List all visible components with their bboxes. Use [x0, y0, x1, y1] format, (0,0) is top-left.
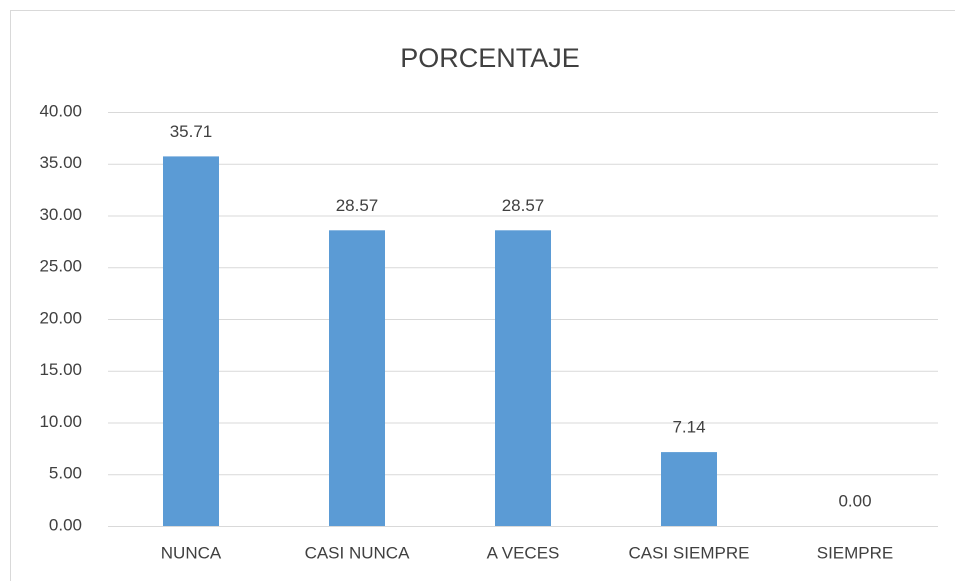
x-tick-label: A VECES — [487, 543, 560, 562]
y-tick-label: 30.00 — [39, 205, 82, 224]
data-label: 0.00 — [838, 491, 871, 510]
data-label: 35.71 — [170, 122, 213, 141]
x-tick-label: SIEMPRE — [817, 543, 894, 562]
y-tick-label: 35.00 — [39, 153, 82, 172]
chart-frame — [10, 10, 955, 581]
y-tick-label: 0.00 — [49, 515, 82, 534]
data-label: 28.57 — [502, 196, 545, 215]
x-tick-label: NUNCA — [161, 543, 222, 562]
x-tick-label: CASI NUNCA — [305, 543, 411, 562]
y-tick-label: 40.00 — [39, 101, 82, 120]
y-tick-label: 5.00 — [49, 464, 82, 483]
x-tick-label: CASI SIEMPRE — [629, 543, 750, 562]
data-label: 28.57 — [336, 196, 379, 215]
y-tick-label: 20.00 — [39, 308, 82, 327]
y-tick-label: 25.00 — [39, 257, 82, 276]
bar — [329, 230, 385, 526]
bar — [163, 156, 219, 527]
y-tick-label: 10.00 — [39, 412, 82, 431]
y-tick-label: 15.00 — [39, 360, 82, 379]
chart-title: PORCENTAJE — [400, 43, 580, 73]
bar — [495, 230, 551, 526]
data-label: 7.14 — [672, 418, 705, 437]
bar — [661, 452, 717, 526]
